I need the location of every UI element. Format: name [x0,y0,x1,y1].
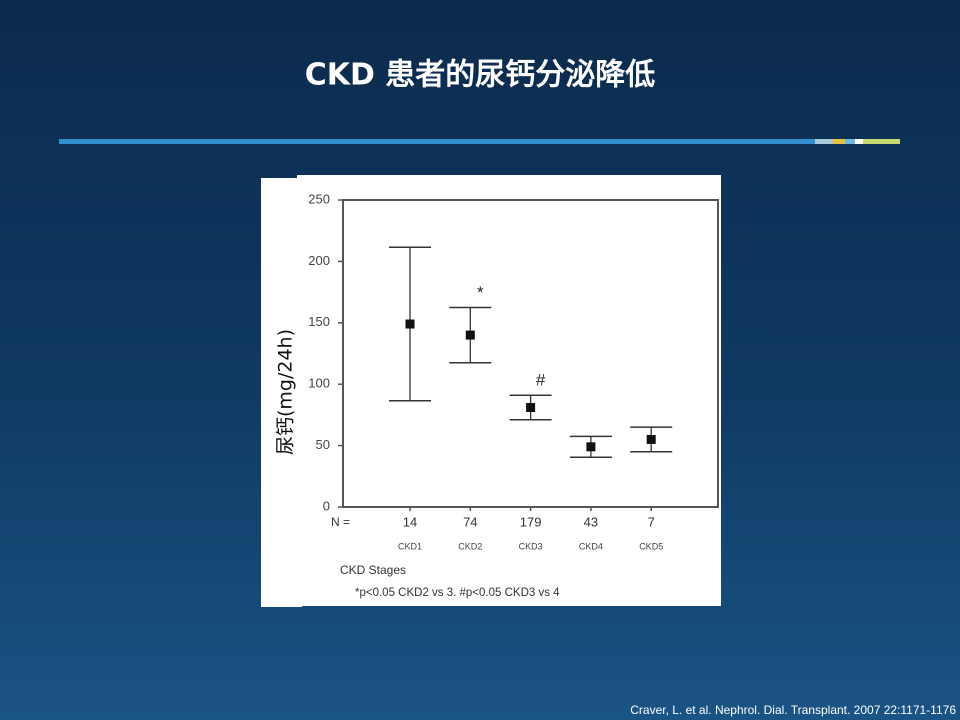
x-axis-label: CKD Stages [340,563,406,577]
rule-block [833,139,845,144]
n-label: N = [331,515,350,529]
y-tick-label: 100 [308,376,330,391]
label-panel [261,178,302,607]
n-value: 74 [463,514,477,529]
title-rule [59,139,815,144]
x-tick-label: CKD4 [579,541,603,551]
rule-block [855,139,863,144]
n-value: 179 [520,514,542,529]
significance-mark: * [477,283,484,302]
n-value: 43 [584,514,598,529]
x-tick-label: CKD3 [519,541,543,551]
n-value: 14 [403,514,417,529]
rule-block [845,139,855,144]
mean-marker [586,442,596,452]
y-axis-label: 尿钙(mg/24h) [275,329,297,455]
mean-marker [646,434,656,444]
citation: Craver, L. et al. Nephrol. Dial. Transpl… [630,703,956,717]
chart-panel [297,175,721,606]
n-value: 7 [648,514,655,529]
significance-mark: # [536,371,546,390]
x-tick-label: CKD2 [458,541,482,551]
slide-title: CKD 患者的尿钙分泌降低 [305,58,656,93]
mean-marker [405,319,415,329]
y-tick-label: 150 [308,314,330,329]
mean-marker [465,330,475,340]
x-tick-label: CKD1 [398,541,422,551]
y-tick-label: 0 [323,498,330,513]
mean-marker [526,403,536,413]
x-tick-label: CKD5 [639,541,663,551]
footnote: *p<0.05 CKD2 vs 3. #p<0.05 CKD3 vs 4 [355,587,560,599]
y-tick-label: 200 [308,253,330,268]
y-tick-label: 250 [308,191,330,206]
y-tick-label: 50 [316,437,330,452]
rule-block [815,139,833,144]
rule-block [863,139,900,144]
